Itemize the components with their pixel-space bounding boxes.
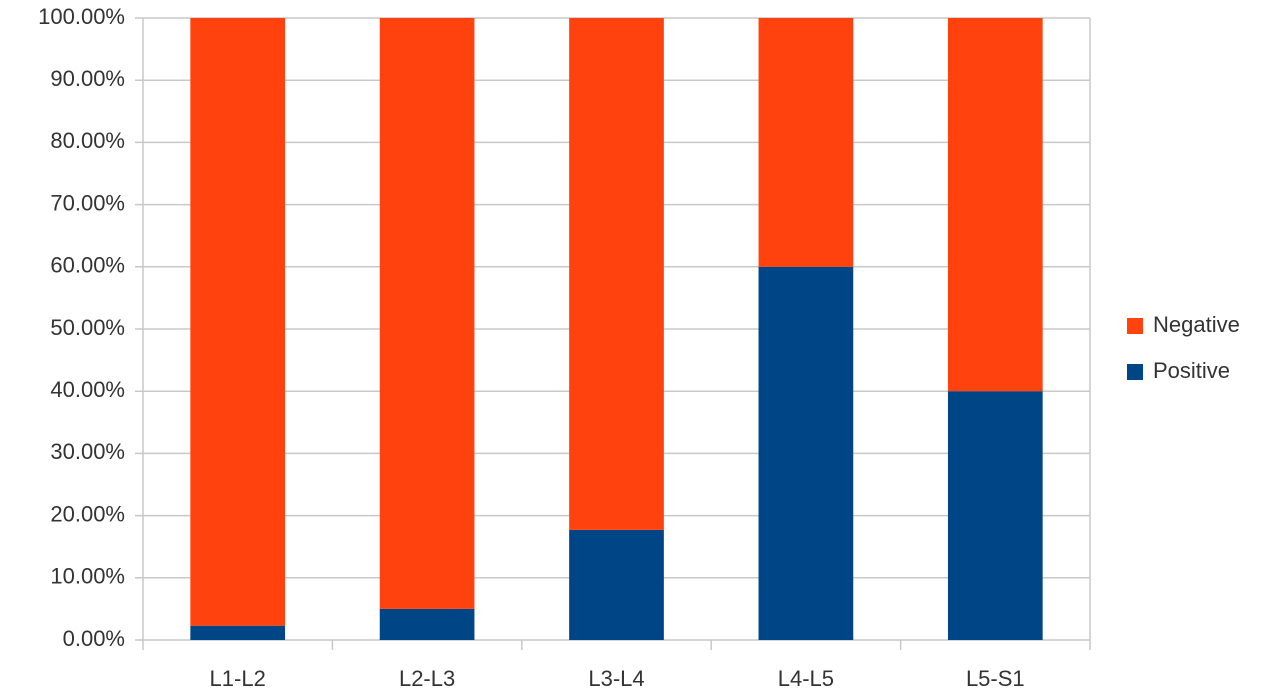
- bar-segment: [947, 391, 1043, 640]
- bar-segment: [379, 18, 475, 609]
- legend-label: Negative: [1153, 312, 1240, 337]
- bar-segment: [947, 18, 1043, 392]
- bar-segment: [758, 18, 854, 267]
- y-tick-label: 90.00%: [50, 66, 125, 91]
- y-tick-label: 10.00%: [50, 564, 125, 589]
- x-tick-label: L4-L5: [778, 666, 834, 691]
- x-tick-label: L2-L3: [399, 666, 455, 691]
- bar-segment: [569, 529, 664, 640]
- legend-swatch: [1127, 318, 1143, 334]
- bar-segment: [379, 608, 475, 640]
- x-tick-label: L5-S1: [966, 666, 1025, 691]
- legend-swatch: [1127, 364, 1143, 380]
- x-tick-label: L3-L4: [588, 666, 644, 691]
- y-tick-label: 70.00%: [50, 190, 125, 215]
- y-tick-label: 30.00%: [50, 439, 125, 464]
- bar-segment: [758, 266, 854, 640]
- y-tick-label: 80.00%: [50, 128, 125, 153]
- bar-segment: [190, 625, 286, 640]
- y-tick-label: 60.00%: [50, 253, 125, 278]
- bar-segment: [190, 18, 286, 626]
- y-tick-label: 0.00%: [63, 626, 125, 651]
- bar-segment: [569, 18, 664, 530]
- legend-label: Positive: [1153, 358, 1230, 383]
- y-tick-label: 40.00%: [50, 377, 125, 402]
- y-tick-label: 100.00%: [38, 4, 125, 29]
- y-tick-label: 20.00%: [50, 501, 125, 526]
- y-tick-label: 50.00%: [50, 315, 125, 340]
- x-tick-label: L1-L2: [210, 666, 266, 691]
